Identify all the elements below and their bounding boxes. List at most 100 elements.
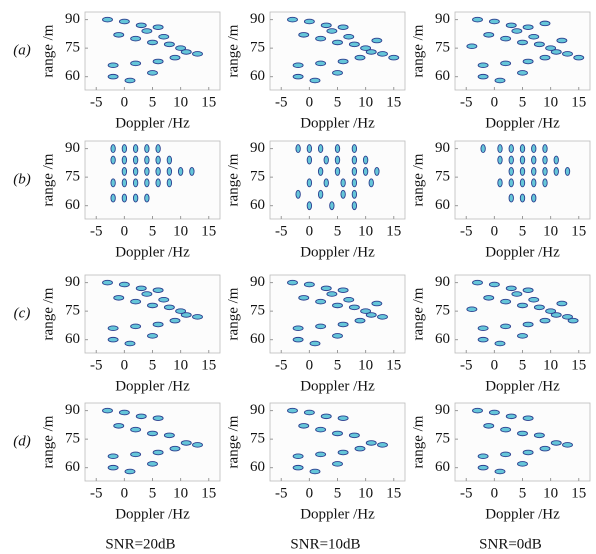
contour-blob [362,155,369,165]
x-tick-label: 0 [306,485,314,501]
x-tick-label: 10 [543,94,558,110]
contour-blob [315,35,327,42]
contour-blob [522,415,534,421]
x-tick-label: -5 [90,357,103,373]
contour-blob [505,413,517,420]
contour-blob [511,28,523,34]
y-axis-label: range /m [410,415,426,468]
contour-blob [354,54,366,61]
x-tick-label: -5 [460,223,473,239]
plot-frame [269,402,406,482]
plot-frame [454,402,591,482]
contour-blob [180,49,192,55]
contour-blob [542,144,548,154]
contour-blob [533,304,545,311]
contour-blob [124,468,136,475]
y-tick-label: 75 [250,303,265,319]
x-tick-label: 5 [519,357,527,373]
contour-blob [317,144,324,154]
contour-blob [351,144,358,154]
y-tick-label: 90 [65,274,80,290]
x-tick-label: 15 [571,223,586,239]
contour-blob [180,440,192,446]
contour-blob [564,166,571,176]
contour-blob [343,33,355,40]
x-tick-label: -5 [90,94,103,110]
contour-blob [362,166,369,176]
y-tick-label: 90 [435,11,450,27]
y-axis-label: range /m [410,24,426,77]
contour-blob [539,54,551,61]
contour-blob [500,298,512,305]
column-label: SNR=20dB [105,536,175,552]
contour-blob [519,144,526,154]
contour-blob [522,58,534,65]
y-axis-label: range /m [225,415,241,468]
x-tick-label: -5 [460,485,473,501]
contour-blob [102,279,113,286]
contour-blob [303,18,315,25]
contour-blob [500,426,512,433]
contour-blob [298,32,310,38]
contour-blob [377,314,388,320]
x-tick-label: 15 [386,94,401,110]
contour-blob [545,308,557,314]
contour-blob [132,193,139,203]
contour-blob [135,285,147,292]
x-tick-label: -5 [90,485,103,501]
contour-blob [147,70,158,76]
contour-blob [155,144,161,154]
x-tick-label: 5 [334,485,342,501]
contour-blob [132,166,139,176]
contour-blob [192,442,203,448]
contour-blob [388,54,400,61]
contour-blob [337,24,349,30]
contour-blob [348,41,360,48]
contour-blob [472,407,483,414]
contour-blob [152,321,164,328]
contour-blob [102,16,113,23]
contour-blob [556,300,568,307]
contour-blob [550,49,562,55]
contour-blob [360,45,372,51]
contour-blob [477,453,489,460]
contour-blob [365,49,377,55]
x-tick-label: 5 [149,94,157,110]
contour-blob [377,442,388,448]
contour-blob [360,308,372,314]
y-tick-label: 75 [65,40,80,56]
contour-blob [494,340,506,347]
contour-blob [292,62,304,69]
x-tick-label: -5 [460,357,473,373]
contour-blob [309,340,321,347]
x-tick-label: 0 [491,223,499,239]
x-axis-label: Doppler /Hz [115,244,190,260]
contour-blob [519,155,526,165]
contour-blob [332,39,343,46]
contour-blob [477,336,489,343]
contour-blob [130,298,142,305]
contour-blob [334,155,341,165]
column-label: SNR=10dB [290,536,360,552]
x-tick-label: 15 [386,223,401,239]
x-tick-label: 5 [519,485,527,501]
x-tick-label: 15 [201,223,216,239]
contour-blob [542,166,548,176]
y-tick-label: 75 [435,169,450,185]
contour-blob [130,323,142,330]
x-tick-label: 10 [358,357,373,373]
y-tick-label: 60 [435,68,450,84]
x-axis-label: Doppler /Hz [300,115,375,131]
x-tick-label: 10 [173,94,188,110]
contour-blob [371,300,383,307]
contour-blob [550,312,562,318]
contour-blob [519,178,526,188]
contour-blob [192,51,203,57]
y-tick-label: 90 [250,402,265,418]
plot-frame [84,402,221,482]
y-tick-label: 60 [250,331,265,347]
contour-blob [477,464,489,471]
contour-blob [354,317,366,324]
contour-blob [332,430,343,437]
contour-blob [354,445,366,452]
